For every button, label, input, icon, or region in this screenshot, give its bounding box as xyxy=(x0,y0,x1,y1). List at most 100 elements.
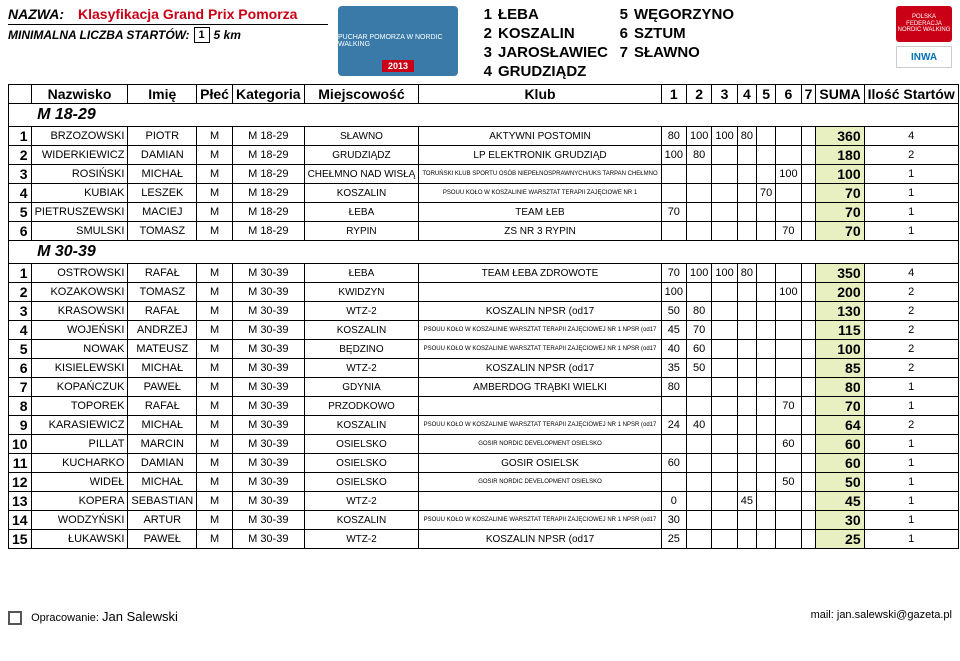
checkbox-icon xyxy=(8,611,22,625)
cell-score-4 xyxy=(737,378,756,397)
cell-name: RAFAŁ xyxy=(128,302,197,321)
col-4: 4 xyxy=(737,85,756,104)
cell-score-1 xyxy=(661,222,686,241)
table-row: 2KOZAKOWSKITOMASZMM 30-39KWIDZYN10010020… xyxy=(9,283,959,302)
legend-name: ŁEBA xyxy=(498,6,608,23)
cell-sum: 64 xyxy=(816,416,864,435)
cell-score-3 xyxy=(712,283,737,302)
table-row: 1BRZOZOWSKIPIOTRMM 18-29SŁAWNOAKTYWNI PO… xyxy=(9,127,959,146)
cell-name: RAFAŁ xyxy=(128,264,197,283)
cell-gender: M xyxy=(197,473,233,492)
cell-score-4 xyxy=(737,473,756,492)
cell-score-2: 70 xyxy=(687,321,712,340)
cell-score-4 xyxy=(737,146,756,165)
col-blank xyxy=(9,85,32,104)
legend-name: SŁAWNO xyxy=(634,44,734,61)
cell-category: M 18-29 xyxy=(232,184,304,203)
cell-score-4 xyxy=(737,435,756,454)
cell-score-2 xyxy=(687,511,712,530)
cell-score-2: 40 xyxy=(687,416,712,435)
category-title: M 30-39 xyxy=(31,241,864,264)
cell-gender: M xyxy=(197,454,233,473)
cell-score-5 xyxy=(756,146,775,165)
cell-score-5 xyxy=(756,530,775,549)
cell-score-4: 45 xyxy=(737,492,756,511)
legend-num: 1 xyxy=(478,6,492,23)
opr-name: Jan Salewski xyxy=(102,609,178,624)
cell-gender: M xyxy=(197,321,233,340)
cell-score-1: 80 xyxy=(661,127,686,146)
cell-score-7 xyxy=(801,473,816,492)
cell-score-2: 100 xyxy=(687,127,712,146)
cell-category: M 30-39 xyxy=(232,492,304,511)
cell-sum: 80 xyxy=(816,378,864,397)
cell-starts: 1 xyxy=(864,222,958,241)
cell-surname: ROSIŃSKI xyxy=(31,165,128,184)
category-row: M 18-29 xyxy=(9,104,959,127)
cell-score-4 xyxy=(737,340,756,359)
cell-city: CHEŁMNO NAD WISŁĄ xyxy=(304,165,419,184)
cell-score-3 xyxy=(712,435,737,454)
col-6: 6 xyxy=(776,85,801,104)
cell-sum: 130 xyxy=(816,302,864,321)
cell-score-3 xyxy=(712,473,737,492)
cell-starts: 1 xyxy=(864,184,958,203)
cell-city: GRUDZIĄDZ xyxy=(304,146,419,165)
logo-text: PUCHAR POMORZA W NORDIC WALKING xyxy=(338,34,458,48)
cell-score-7 xyxy=(801,127,816,146)
table-row: 9KARASIEWICZMICHAŁMM 30-39KOSZALINPSOUU … xyxy=(9,416,959,435)
cell-score-7 xyxy=(801,321,816,340)
cell-surname: KOPERA xyxy=(31,492,128,511)
cell-name: LESZEK xyxy=(128,184,197,203)
legend-num: 2 xyxy=(478,25,492,42)
cell-sum: 100 xyxy=(816,165,864,184)
cell-score-1: 40 xyxy=(661,340,686,359)
cell-starts: 1 xyxy=(864,454,958,473)
cell-score-1: 70 xyxy=(661,264,686,283)
cell-score-3 xyxy=(712,492,737,511)
cell-score-7 xyxy=(801,340,816,359)
cell-score-5 xyxy=(756,416,775,435)
cell-score-3: 100 xyxy=(712,264,737,283)
cell-name: MICHAŁ xyxy=(128,473,197,492)
cell-category: M 18-29 xyxy=(232,203,304,222)
cell-score-1 xyxy=(661,435,686,454)
cell-name: PIOTR xyxy=(128,127,197,146)
cell-score-6: 100 xyxy=(776,165,801,184)
category-title: M 18-29 xyxy=(31,104,864,127)
col-3: 3 xyxy=(712,85,737,104)
cell-gender: M xyxy=(197,283,233,302)
cell-name: ARTUR xyxy=(128,511,197,530)
cell-starts: 2 xyxy=(864,416,958,435)
cell-score-7 xyxy=(801,165,816,184)
cell-score-5 xyxy=(756,340,775,359)
cell-name: MICHAŁ xyxy=(128,359,197,378)
legend-num: 5 xyxy=(614,6,628,23)
cell-rank: 5 xyxy=(9,203,32,222)
cell-rank: 9 xyxy=(9,416,32,435)
cell-score-1: 100 xyxy=(661,283,686,302)
cell-rank: 2 xyxy=(9,146,32,165)
cell-score-1: 25 xyxy=(661,530,686,549)
col-imie: Imię xyxy=(128,85,197,104)
cell-score-1 xyxy=(661,473,686,492)
cell-starts: 1 xyxy=(864,378,958,397)
cell-club xyxy=(419,397,661,416)
cell-score-5 xyxy=(756,165,775,184)
cell-score-2 xyxy=(687,454,712,473)
cell-score-6 xyxy=(776,416,801,435)
cell-club xyxy=(419,283,661,302)
cell-score-4 xyxy=(737,302,756,321)
header: NAZWA: Klasyfikacja Grand Prix Pomorza M… xyxy=(8,6,952,80)
cell-city: WTZ-2 xyxy=(304,359,419,378)
min-row: MINIMALNA LICZBA STARTÓW: 1 5 km xyxy=(8,27,328,43)
footer: Opracowanie: Jan Salewski mail: jan.sale… xyxy=(8,609,952,625)
cell-rank: 8 xyxy=(9,397,32,416)
cell-category: M 30-39 xyxy=(232,359,304,378)
cell-score-3 xyxy=(712,416,737,435)
cell-score-2 xyxy=(687,492,712,511)
cell-score-1: 24 xyxy=(661,416,686,435)
legend-name: SZTUM xyxy=(634,25,734,42)
dist-label: 5 km xyxy=(214,28,241,42)
cell-score-3 xyxy=(712,530,737,549)
